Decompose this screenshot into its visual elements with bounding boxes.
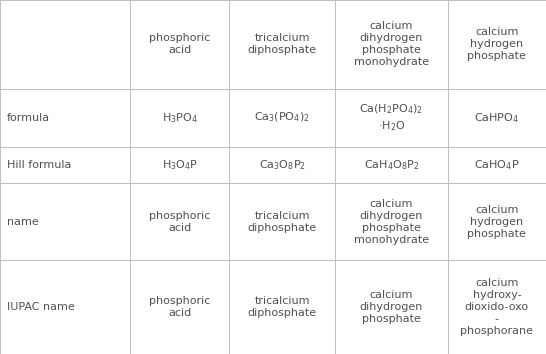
Bar <box>229 147 335 183</box>
Text: tricalcium
diphosphate: tricalcium diphosphate <box>247 211 317 233</box>
Text: phosphoric
acid: phosphoric acid <box>149 33 210 55</box>
Bar <box>448 261 546 354</box>
Bar <box>335 261 448 354</box>
Text: Ca$_3$O$_8$P$_2$: Ca$_3$O$_8$P$_2$ <box>258 158 306 172</box>
Text: calcium
dihydrogen
phosphate
monohydrate: calcium dihydrogen phosphate monohydrate <box>354 21 429 67</box>
Bar <box>130 147 229 183</box>
Text: calcium
hydrogen
phosphate: calcium hydrogen phosphate <box>467 27 526 61</box>
Text: Ca(H$_2$PO$_4$)$_2$
·H$_2$O: Ca(H$_2$PO$_4$)$_2$ ·H$_2$O <box>359 103 423 132</box>
Text: calcium
dihydrogen
phosphate
monohydrate: calcium dihydrogen phosphate monohydrate <box>354 199 429 245</box>
Text: calcium
hydrogen
phosphate: calcium hydrogen phosphate <box>467 205 526 239</box>
Text: tricalcium
diphosphate: tricalcium diphosphate <box>247 33 317 55</box>
Text: Ca$_3$(PO$_4$)$_2$: Ca$_3$(PO$_4$)$_2$ <box>254 111 310 124</box>
Bar <box>448 183 546 261</box>
Bar <box>130 0 229 88</box>
Bar <box>130 183 229 261</box>
Bar <box>229 183 335 261</box>
Bar <box>335 88 448 147</box>
Bar <box>130 261 229 354</box>
Text: IUPAC name: IUPAC name <box>7 302 74 312</box>
Text: Hill formula: Hill formula <box>7 160 71 170</box>
Bar <box>448 88 546 147</box>
Bar <box>335 183 448 261</box>
Text: tricalcium
diphosphate: tricalcium diphosphate <box>247 296 317 318</box>
Bar <box>448 0 546 88</box>
Text: CaHPO$_4$: CaHPO$_4$ <box>474 111 519 125</box>
Text: phosphoric
acid: phosphoric acid <box>149 211 210 233</box>
Text: CaH$_4$O$_8$P$_2$: CaH$_4$O$_8$P$_2$ <box>364 158 419 172</box>
Text: H$_3$PO$_4$: H$_3$PO$_4$ <box>162 111 198 125</box>
Bar <box>448 147 546 183</box>
Bar <box>0 183 130 261</box>
Text: calcium
hydroxy-
dioxido-oxo
-
phosphorane: calcium hydroxy- dioxido-oxo - phosphora… <box>460 278 533 336</box>
Bar <box>229 261 335 354</box>
Text: formula: formula <box>7 113 50 122</box>
Text: name: name <box>7 217 38 227</box>
Text: H$_3$O$_4$P: H$_3$O$_4$P <box>162 158 198 172</box>
Bar <box>0 147 130 183</box>
Bar <box>0 261 130 354</box>
Bar <box>335 147 448 183</box>
Text: phosphoric
acid: phosphoric acid <box>149 296 210 318</box>
Bar <box>130 88 229 147</box>
Bar <box>335 0 448 88</box>
Bar <box>0 88 130 147</box>
Bar <box>0 0 130 88</box>
Bar <box>229 88 335 147</box>
Bar <box>229 0 335 88</box>
Text: calcium
dihydrogen
phosphate: calcium dihydrogen phosphate <box>359 290 423 324</box>
Text: CaHO$_4$P: CaHO$_4$P <box>474 158 520 172</box>
